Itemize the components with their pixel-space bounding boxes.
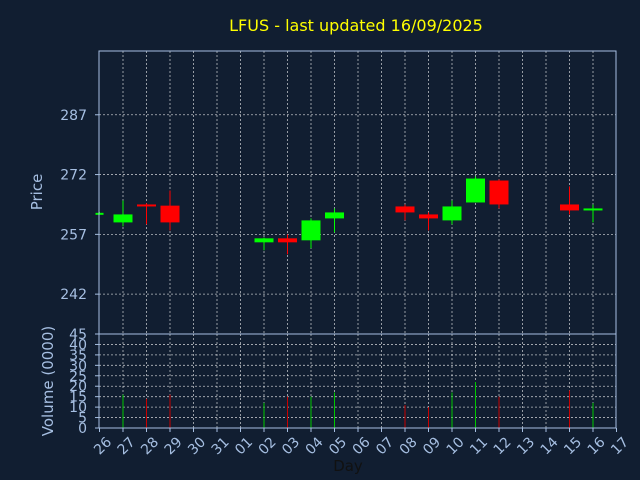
x-tick-label: 09 [420, 434, 444, 458]
x-tick-label: 02 [256, 434, 280, 458]
candle-body [395, 206, 415, 213]
x-tick-label: 14 [538, 434, 562, 458]
chart-title: LFUS - last updated 16/09/2025 [229, 16, 483, 35]
volume-tick-label: 5 [78, 411, 87, 427]
candle-body [113, 214, 133, 223]
x-tick-label: 30 [185, 434, 209, 458]
candles [95, 176, 603, 255]
x-tick-label: 08 [397, 434, 421, 458]
x-tick-label: 01 [232, 434, 256, 458]
candle-body [442, 206, 462, 221]
x-tick-label: 03 [279, 434, 303, 458]
x-tick-label: 04 [303, 434, 327, 458]
price-tick-label: 257 [60, 227, 87, 243]
x-tick-label: 06 [350, 434, 374, 458]
candle-body [325, 212, 344, 219]
volume-bars [122, 382, 594, 428]
candle-body [160, 205, 180, 223]
panel-frames [95, 50, 617, 432]
x-tick-label: 16 [585, 434, 609, 458]
volume-tick-label: 30 [69, 358, 87, 374]
volume-tick-label: 0 [78, 421, 87, 437]
x-tick-label: 05 [326, 434, 350, 458]
x-tick-label: 31 [209, 434, 233, 458]
price-tick-label: 272 [60, 168, 87, 184]
candle-body [583, 208, 603, 211]
x-tick-label: 29 [162, 434, 186, 458]
candle-body [489, 180, 509, 205]
candle-body [560, 204, 579, 211]
candle-body [137, 204, 156, 207]
x-tick-label: 12 [491, 434, 515, 458]
x-tick-label: 28 [138, 434, 162, 458]
volume-tick-label: 10 [69, 400, 87, 416]
price-axis-label: Price [28, 174, 46, 211]
volume-tick-label: 20 [69, 379, 87, 395]
volume-tick-label: 45 [69, 327, 87, 343]
x-tick-label: 26 [91, 434, 115, 458]
candle-body [419, 214, 438, 219]
x-tick-label: 17 [608, 434, 632, 458]
grid-lines [99, 51, 616, 429]
volume-tick-label: 35 [69, 348, 87, 364]
candle-body [466, 178, 485, 203]
candle-body [301, 220, 321, 241]
x-tick-label: 13 [514, 434, 538, 458]
volume-axis-label: Volume (0000) [39, 326, 57, 436]
x-tick-label: 27 [115, 434, 139, 458]
x-tick-label: 11 [467, 434, 491, 458]
price-panel-frame [98, 50, 617, 335]
x-tick-label: 15 [561, 434, 585, 458]
price-tick-label: 242 [60, 287, 87, 303]
x-tick-label: 10 [444, 434, 468, 458]
volume-tick-label: 15 [69, 390, 87, 406]
volume-tick-label: 40 [69, 337, 87, 353]
x-tick-label: 07 [373, 434, 397, 458]
volume-tick-label: 25 [69, 369, 87, 385]
candle-body [278, 238, 297, 243]
price-tick-label: 287 [60, 108, 87, 124]
candle-body [254, 238, 274, 243]
volume-panel-frame [98, 333, 617, 429]
x-axis-label: Day [333, 457, 363, 475]
